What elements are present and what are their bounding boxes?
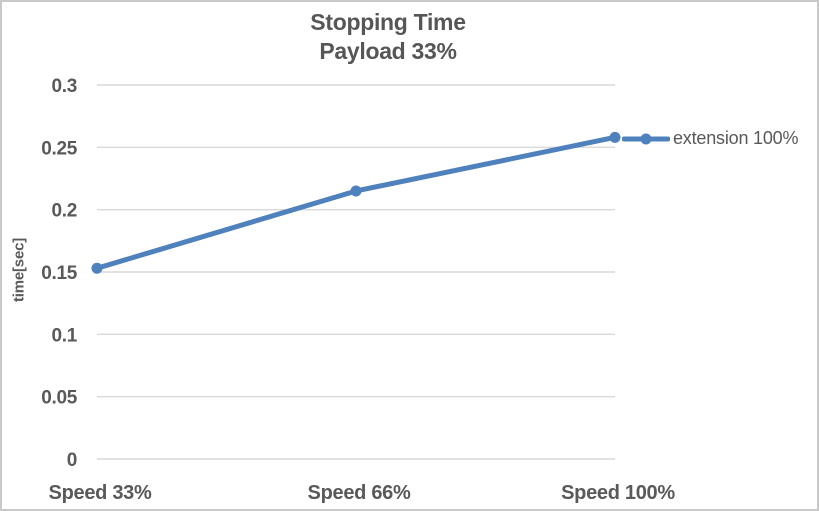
chart-title-block: Stopping Time Payload 33% <box>310 8 466 66</box>
y-tick-label: 0 <box>67 450 77 471</box>
data-point-marker <box>350 185 362 197</box>
y-tick-label: 0.2 <box>51 201 77 222</box>
legend-marker <box>640 133 652 145</box>
x-tick-label: Speed 100% <box>561 482 675 504</box>
y-tick-label: 0.3 <box>51 76 77 97</box>
chart-subtitle: Payload 33% <box>319 38 457 64</box>
legend-label: extension 100% <box>673 128 799 148</box>
y-tick-label: 0.15 <box>41 263 78 284</box>
data-point-marker <box>91 262 103 274</box>
data-point-marker <box>609 131 621 143</box>
x-tick-label: Speed 66% <box>308 482 411 504</box>
legend-line-marker-icon <box>622 131 670 146</box>
y-tick-label: 0.05 <box>41 388 78 409</box>
series-line <box>94 134 618 271</box>
chart-title: Stopping Time <box>310 9 466 35</box>
y-tick-label: 0.25 <box>41 138 78 159</box>
y-tick-label: 0.1 <box>51 325 77 346</box>
legend: extension 100% <box>622 128 798 149</box>
x-tick-label: Speed 33% <box>49 482 152 504</box>
